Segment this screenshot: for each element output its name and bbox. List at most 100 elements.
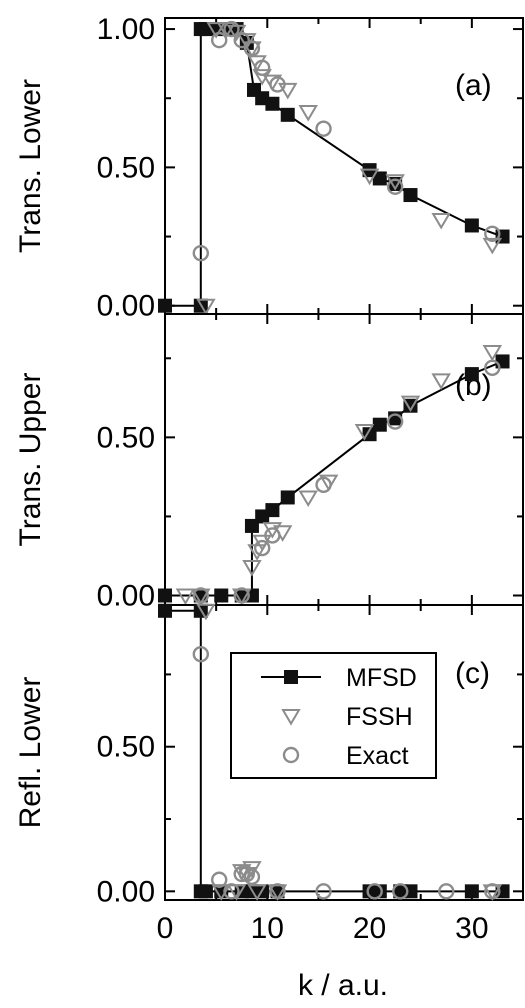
fssh-point (196, 298, 216, 316)
legend-entry-fssh: FSSH (281, 703, 413, 731)
legend-label: Exact (346, 742, 409, 770)
mfsd-point (403, 398, 418, 413)
legend-square-marker (284, 670, 298, 684)
y-tick-label: 0.00 (97, 580, 155, 613)
mfsd-point (280, 107, 295, 122)
legend-entry-mfsd: MFSD (261, 664, 417, 692)
exact-point (438, 883, 455, 900)
panel-1: 0.00 0.50 1.00 Trans. Lower (a) (14, 13, 524, 323)
mfsd-line (165, 360, 503, 597)
legend-label: MFSD (346, 664, 417, 692)
panel-frame (164, 17, 524, 315)
exact-point (253, 539, 271, 557)
exact-point (392, 883, 409, 900)
series-mfsd (158, 22, 510, 313)
panel-label: (c) (455, 657, 490, 690)
mfsd-point (372, 884, 387, 899)
fssh-point (359, 168, 380, 186)
mfsd-point (464, 884, 479, 899)
exact-point (484, 883, 501, 900)
y-tick-label: 0.00 (97, 875, 155, 908)
legend-triangle-marker (281, 709, 301, 726)
exact-point (264, 527, 281, 544)
x-tick-label: 10 (251, 912, 284, 945)
fssh-point (262, 74, 283, 92)
x-tick-label: 0 (157, 912, 174, 945)
y-tick-label: 1.00 (97, 13, 155, 46)
mfsd-point (158, 298, 172, 313)
mfsd-point (158, 588, 172, 603)
mfsd-point (214, 588, 229, 603)
exact-point (315, 476, 332, 494)
y-axis-label: Trans. Upper (14, 373, 47, 547)
y-tick-label: 0.50 (97, 731, 155, 764)
y-axis-label: Refl. Lower (14, 677, 47, 829)
exact-point (366, 883, 383, 900)
mfsd-point (265, 96, 280, 111)
panel-frame (164, 604, 524, 901)
fssh-point (400, 395, 421, 413)
fssh-point (277, 82, 298, 100)
legend-entry-exact: Exact (282, 742, 409, 770)
fssh-point (298, 490, 318, 508)
exact-point (233, 865, 250, 883)
y-tick-label: 0.50 (97, 151, 155, 184)
legend-circle-marker (282, 746, 300, 764)
fssh-point (196, 603, 216, 621)
series-exact (192, 20, 501, 262)
series-fssh (196, 22, 503, 316)
series-exact (192, 359, 501, 604)
fssh-point (482, 237, 503, 255)
exact-point (269, 883, 286, 900)
exact-point (315, 120, 332, 137)
exact-point (243, 868, 261, 886)
series-exact (192, 645, 501, 900)
fssh-point (431, 373, 451, 390)
exact-point (233, 587, 250, 604)
exact-point (269, 76, 286, 93)
fssh-point (247, 55, 267, 72)
legend-box (230, 652, 437, 779)
exact-point (211, 31, 228, 49)
fssh-point (431, 212, 451, 230)
y-tick-label: 0.00 (97, 290, 155, 323)
panel-label: (a) (455, 69, 492, 102)
fssh-point (318, 474, 339, 492)
exact-point (223, 20, 240, 38)
exact-point (253, 59, 271, 76)
fssh-point (175, 588, 196, 606)
fssh-point (298, 105, 318, 122)
mfsd-point (464, 367, 479, 382)
exact-point (192, 645, 210, 663)
x-tick-label: 30 (455, 912, 488, 945)
mfsd-point (198, 884, 213, 899)
exact-point (192, 244, 210, 262)
mfsd-point (158, 603, 172, 618)
panel-frame (164, 313, 524, 606)
fssh-point (206, 22, 226, 39)
y-tick-label: 0.50 (97, 421, 155, 454)
fssh-point (247, 884, 267, 901)
panels: 0.00 0.50 1.00 Trans. Lower (a) 0.00 0.50 Trans… (14, 13, 524, 945)
fssh-point (482, 344, 503, 362)
mfsd-line (165, 28, 503, 307)
legend-label: FSSH (346, 703, 413, 731)
mfsd-point (372, 171, 387, 186)
mfsd-point (265, 503, 280, 518)
mfsd-point (495, 354, 510, 369)
mfsd-point (403, 188, 418, 203)
y-axis-label: Trans. Lower (14, 79, 47, 253)
legend: MFSD FSSH Exact (230, 652, 437, 779)
mfsd-point (372, 417, 387, 432)
x-tick-label: 20 (353, 912, 386, 945)
exact-point (192, 587, 210, 604)
exact-point (386, 413, 404, 430)
exact-point (386, 178, 404, 195)
exact-point (211, 871, 228, 888)
fssh-point (354, 424, 375, 441)
exact-point (315, 883, 332, 900)
exact-point (223, 883, 240, 900)
exact-point (233, 31, 250, 49)
